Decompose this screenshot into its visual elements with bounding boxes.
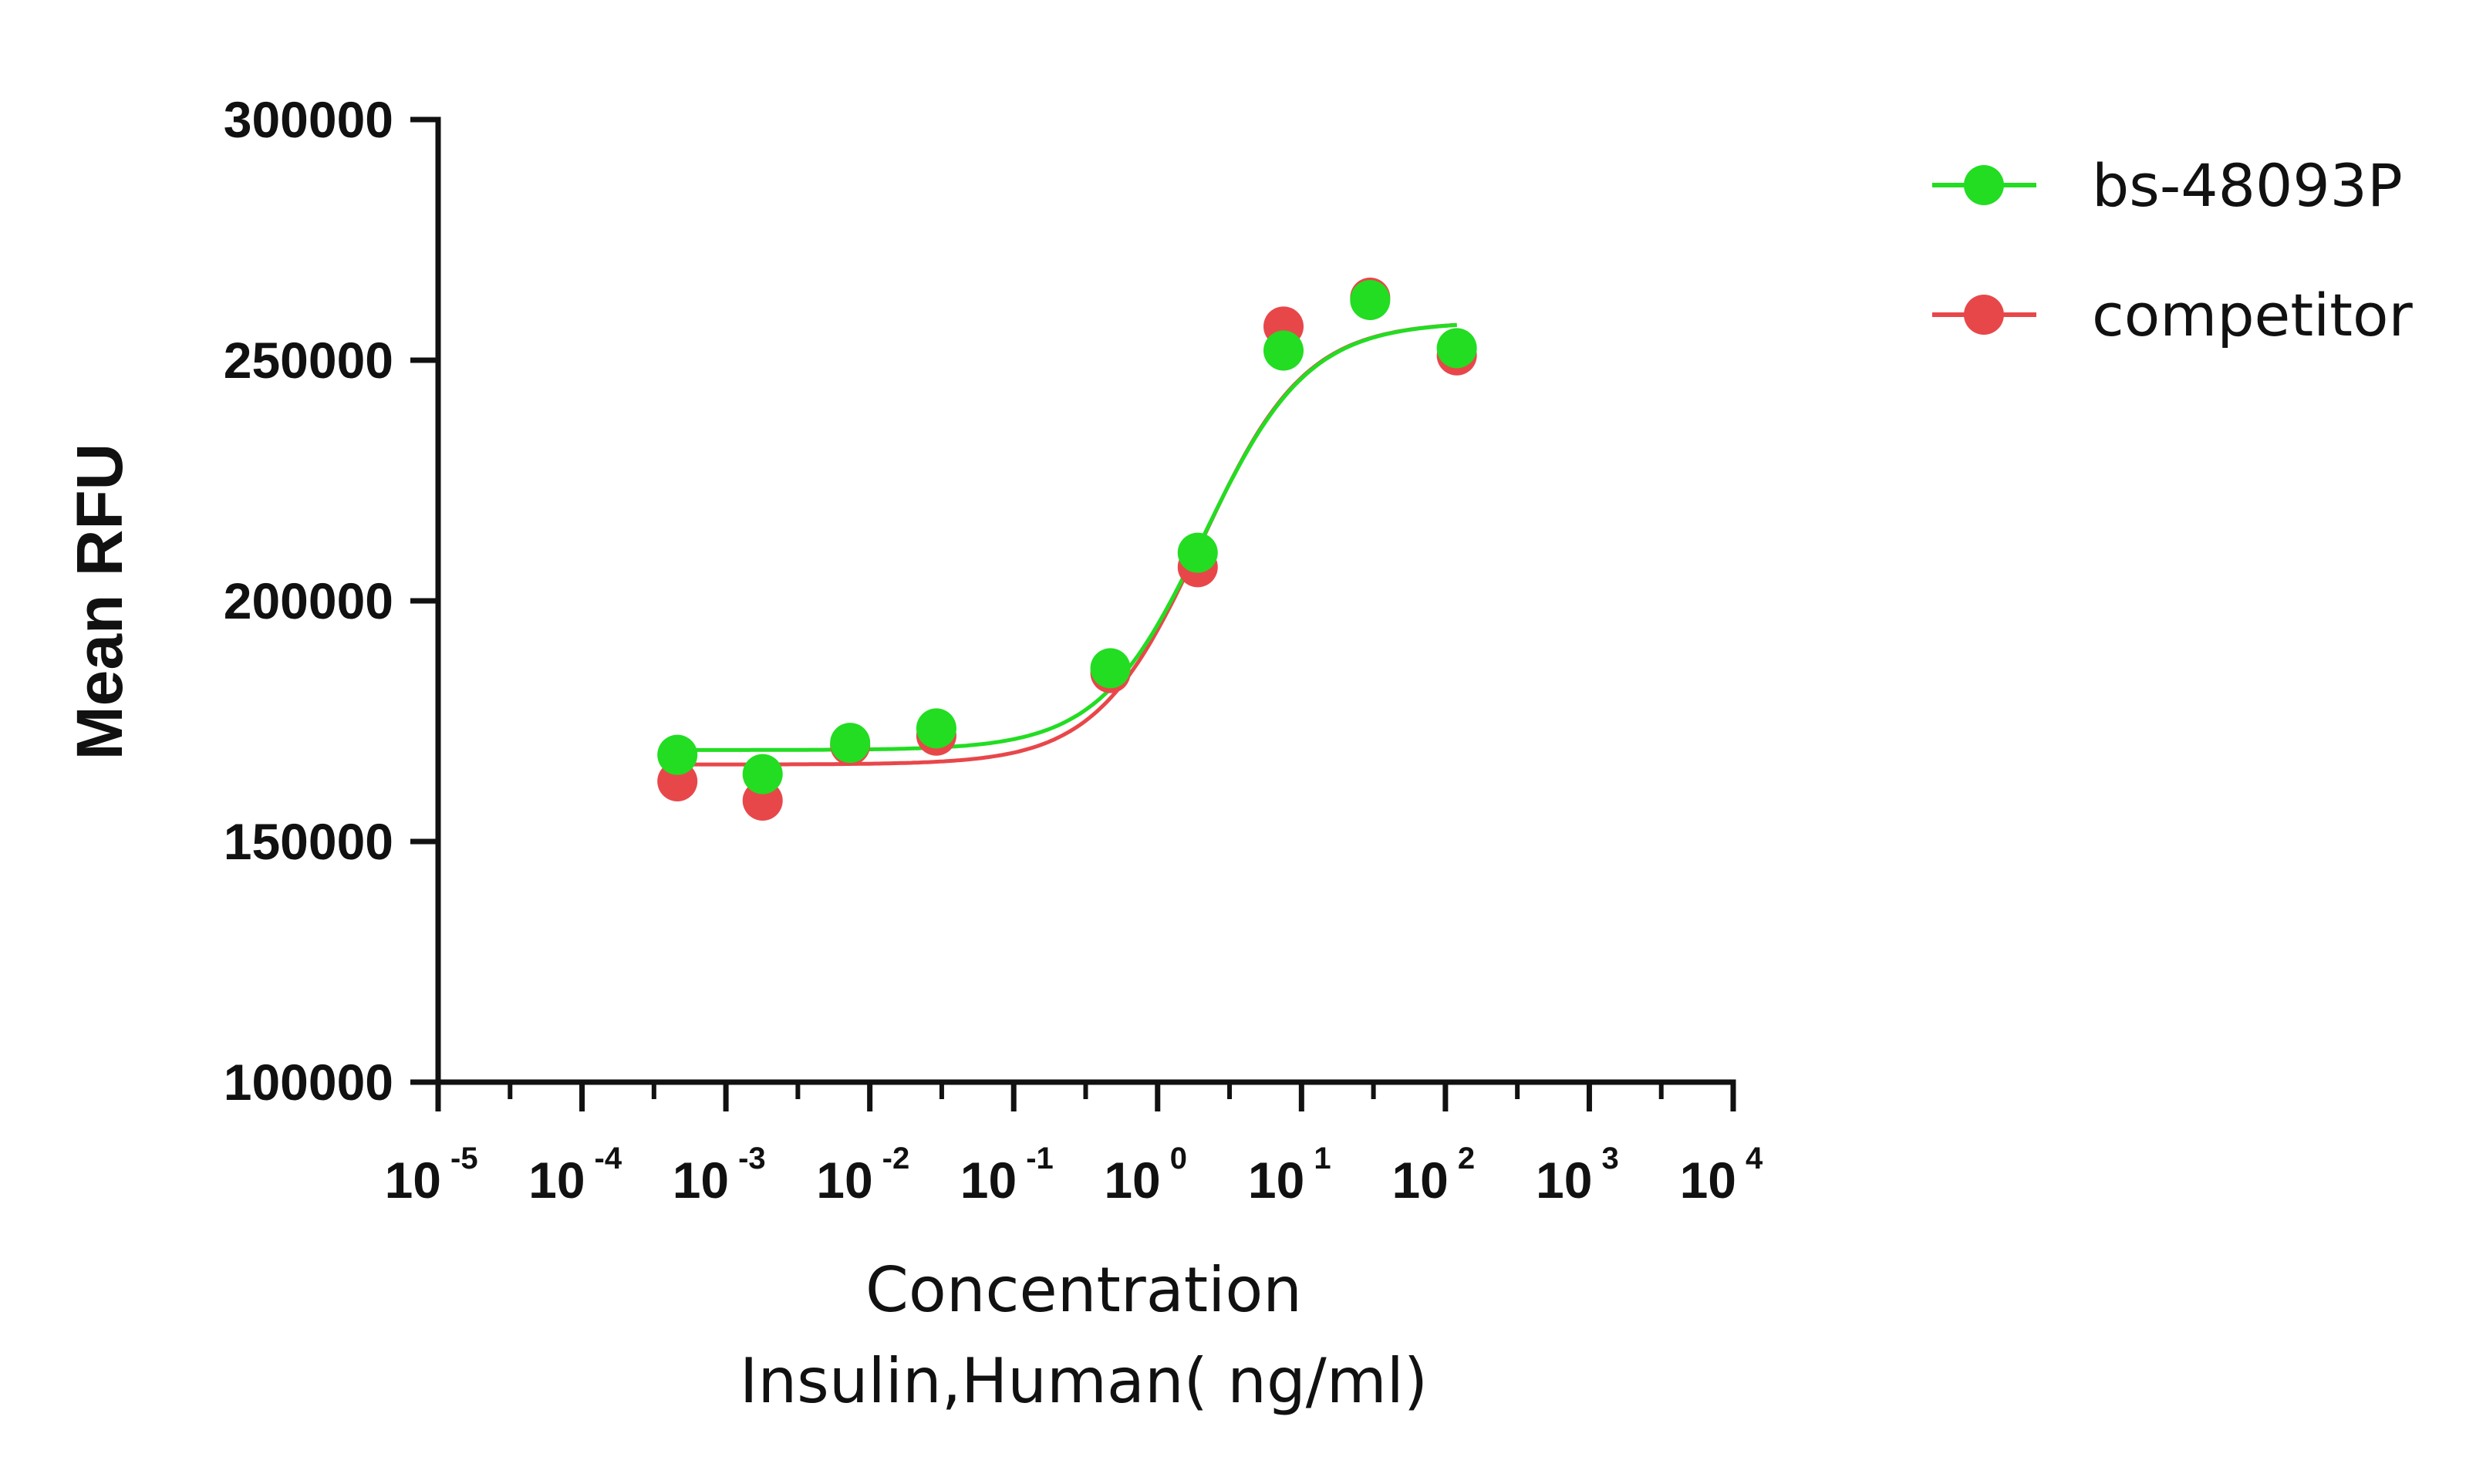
fit-curve-competitor [677,322,1457,767]
x-tick-label: 10 [385,1152,441,1209]
data-point-bs-48093P [1436,328,1477,369]
x-tick-exponent: 3 [1601,1142,1618,1175]
legend: bs-48093P competitor [1932,151,2414,349]
x-tick-label: 10 [960,1152,1017,1209]
legend-marker [1964,165,2004,205]
data-point-bs-48093P [916,708,956,749]
data-point-bs-48093P [742,754,783,794]
x-tick-exponent: -1 [1026,1142,1054,1175]
y-axis-title: Mean RFU [63,444,136,761]
x-tick-label: 10 [1680,1152,1736,1209]
x-tick-exponent: 4 [1746,1142,1763,1175]
x-tick-exponent: 1 [1314,1142,1331,1175]
y-tick-label: 150000 [224,813,393,870]
x-tick-label: 10 [1248,1152,1304,1209]
legend-marker [1964,295,2004,335]
data-point-bs-48093P [1090,648,1131,689]
data-point-bs-48093P [1263,330,1304,371]
fit-curves [677,322,1457,767]
x-axis-title-line1: Concentration [865,1254,1302,1326]
x-tick-label: 10 [1391,1152,1448,1209]
data-point-bs-48093P [830,723,871,764]
x-tick-exponent: -3 [738,1142,766,1175]
data-points [657,277,1477,821]
x-tick-exponent: -4 [595,1142,622,1175]
x-ticks: 10 -5 10 -4 10 -3 10 -2 10 -1 10 0 10 1 10 2 10 3 10 4 [385,1082,1763,1209]
data-point-bs-48093P [1177,532,1218,573]
y-ticks: 300000 250000 200000 150000 100000 [224,91,438,1111]
x-tick-exponent: -2 [882,1142,910,1175]
y-tick-label: 100000 [224,1054,393,1111]
x-tick-exponent: 2 [1458,1142,1475,1175]
x-tick-exponent: 0 [1170,1142,1187,1175]
fit-curve-bs-48093P [677,322,1457,752]
x-axis-title-line2: Insulin,Human( ng/ml) [740,1345,1428,1417]
legend-label: bs-48093P [2092,151,2403,220]
y-tick-label: 300000 [224,91,393,148]
y-tick-label: 200000 [224,572,393,629]
data-point-bs-48093P [657,734,698,775]
data-point-bs-48093P [1350,280,1391,320]
x-tick-label: 10 [1104,1152,1160,1209]
legend-label: competitor [2092,281,2414,349]
x-tick-label: 10 [816,1152,872,1209]
x-tick-label: 10 [1536,1152,1592,1209]
x-tick-label: 10 [673,1152,729,1209]
y-tick-label: 250000 [224,332,393,389]
x-tick-label: 10 [528,1152,585,1209]
x-tick-exponent: -5 [450,1142,478,1175]
